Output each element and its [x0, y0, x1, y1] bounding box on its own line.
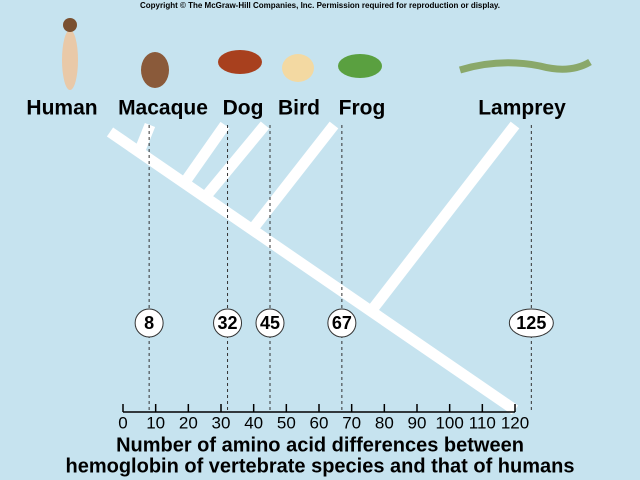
species-label: Bird [278, 97, 320, 120]
value-oval [255, 308, 285, 338]
axis-label: Number of amino acid differences between [116, 434, 524, 456]
tick-label: 80 [375, 413, 394, 432]
value-oval [213, 308, 243, 338]
value-oval [134, 308, 164, 338]
tick-label: 0 [118, 413, 127, 432]
value-label: 32 [218, 313, 238, 333]
species-label: Frog [339, 97, 386, 120]
value-label: 125 [516, 313, 546, 333]
species-label: Dog [223, 97, 264, 120]
tick-label: 30 [212, 413, 231, 432]
copyright: Copyright © The McGraw-Hill Companies, I… [140, 1, 500, 10]
value-oval [327, 308, 357, 338]
tree [106, 121, 520, 415]
tick-label: 40 [244, 413, 263, 432]
tick-label: 70 [342, 413, 361, 432]
icons [62, 18, 592, 90]
tick-label: 20 [179, 413, 198, 432]
value-label: 45 [260, 313, 280, 333]
tick-label: 10 [146, 413, 165, 432]
value-label: 8 [144, 313, 154, 333]
species-label: Lamprey [478, 97, 566, 120]
value-label: 67 [332, 313, 352, 333]
species-label: Macaque [118, 97, 208, 120]
tick-label: 100 [435, 413, 463, 432]
species-label: Human [26, 97, 97, 120]
axis-label: hemoglobin of vertebrate species and tha… [66, 455, 575, 477]
tick-label: 60 [310, 413, 329, 432]
tick-label: 50 [277, 413, 296, 432]
value-oval [508, 308, 554, 338]
tick-label: 90 [408, 413, 427, 432]
tick-label: 110 [469, 413, 496, 432]
tick-label: 120 [501, 413, 529, 432]
